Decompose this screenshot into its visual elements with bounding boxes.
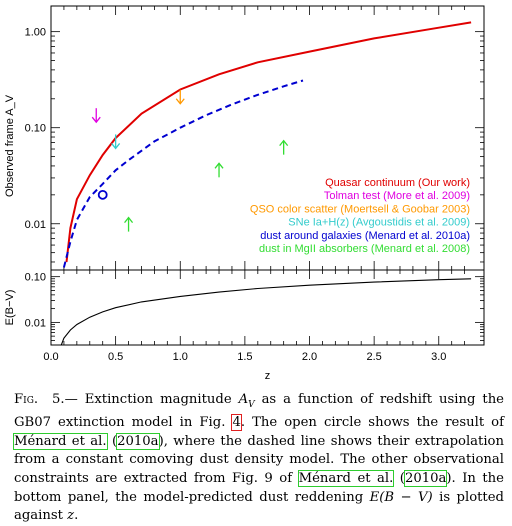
legend-entry: SNe Ia+H(z) (Avgoustidis et al. 2009) [288,217,470,229]
bottom-xtick-label: 3.0 [431,351,446,363]
citation-link-2-name[interactable]: Ménard et al. [297,470,395,488]
figure-caption: Fig. 5.— Extinction magnitude AV as a fu… [13,392,504,524]
limit-arrow-head-1 [91,116,101,124]
citation-link-1-year[interactable]: 2010a [116,432,160,450]
citation-link-2-year[interactable]: 2010a [403,470,448,488]
caption-text-4: , where the dashed line shows their extr… [14,433,504,487]
bottom-panel-frame [50,269,485,346]
open-circle-marker [97,189,108,200]
limit-arrow-head-3 [111,143,121,150]
legend-entry: Tolman test (More et al. 2009) [324,190,470,202]
top-ytick-label: 0.01 [25,219,46,231]
top-ytick-label: 0.10 [25,123,46,135]
figure: 0.01 0.10 1.00 0.01 0.10 0.0 0.5 1.0 1.5 2.0 2.5 3.… [4,5,485,382]
bottom-ytick-label: 0.01 [25,317,46,329]
caption-number: 5.— [52,392,78,407]
caption-text-3: . The open circle shows the result of [240,415,504,431]
caption-av-sub: V [248,399,255,410]
caption-ebv: E(B − V) [369,489,433,505]
bottom-xtick-label: 2.5 [366,351,381,363]
legend-entry: dust in MgII absorbers (Menard et al. 20… [259,243,470,255]
caption-av: A [238,392,249,407]
top-series-line-0 [65,21,472,263]
top-ylabel: Observed frame A_V [4,94,16,197]
bottom-series-line [60,278,472,345]
limit-arrow-head-4 [214,162,224,169]
caption-text-7: . [74,508,79,524]
legend-entry: dust around galaxies (Menard et al. 2010… [260,230,470,242]
bottom-xtick-label: 1.5 [237,351,252,363]
legend-entry: QSO color scatter (Moertsell & Goobar 20… [250,203,470,215]
caption-text-1: Extinction magnitude [77,392,239,407]
bottom-xtick-label: 0.5 [108,351,123,363]
bottom-xtick-label: 0.0 [43,351,58,363]
limit-arrow-head-6 [124,216,134,224]
top-series-line-1 [62,79,304,268]
bottom-xtick-label: 2.0 [302,351,317,363]
top-ytick-label: 1.00 [25,27,46,39]
bottom-xtick-label: 1.0 [173,351,188,363]
limit-arrow-head-5 [279,139,289,147]
figure-ref-link[interactable]: 4 [231,414,242,432]
citation-link-1-name[interactable]: Ménard et al. [13,432,108,450]
bottom-ytick-label: 0.10 [25,272,46,284]
limit-arrow-head-2 [175,98,185,105]
caption-text-2: as a function of redshift using the GB07… [14,392,504,431]
figure-svg: 0.01 0.10 1.00 0.01 0.10 0.0 0.5 1.0 1.5 2.0 2.5 3.… [4,5,485,382]
bottom-xlabel: z [265,370,271,382]
caption-text-5: . In the bottom panel, the model-predict… [14,471,504,505]
caption-label: Fig. [14,392,39,407]
legend-entry: Quasar continuum (Our work) [325,177,470,189]
bottom-ylabel: E(B−V) [4,290,16,326]
caption-z: z [67,508,75,524]
